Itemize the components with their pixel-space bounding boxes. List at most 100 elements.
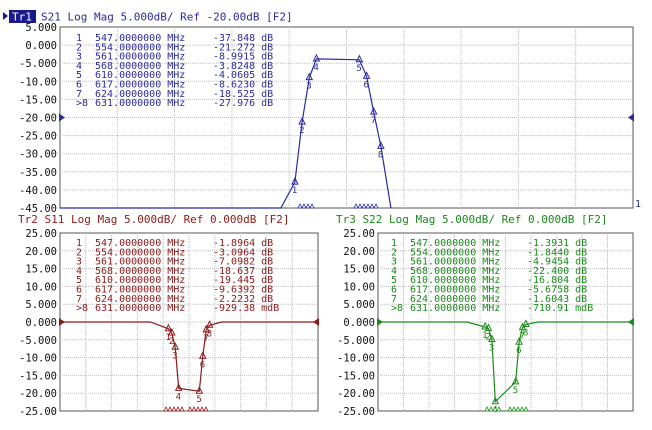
- reference-right-arrow-icon[interactable]: [313, 318, 319, 326]
- marker-flag-label: 3: [489, 344, 494, 354]
- channel-number-label: 1: [635, 199, 641, 210]
- marker-flag-label: 7: [371, 116, 376, 126]
- marker-number[interactable]: 1: [76, 238, 82, 249]
- marker-number[interactable]: 2: [76, 42, 82, 53]
- marker-number[interactable]: 4: [76, 61, 82, 72]
- y-tick-label: -45.00: [19, 203, 57, 215]
- y-tick-label: -20.00: [19, 113, 57, 125]
- reference-left-arrow-icon[interactable]: [377, 318, 383, 326]
- marker-flag-icon[interactable]: [205, 320, 214, 328]
- marker-flag-label: 8: [207, 329, 212, 339]
- marker-number[interactable]: 6: [391, 285, 397, 296]
- marker-number[interactable]: 2: [391, 247, 397, 258]
- stimulus-marker-icon: [167, 406, 173, 412]
- y-tick-label: -35.00: [19, 167, 57, 179]
- marker-number[interactable]: 6: [76, 285, 82, 296]
- marker-number[interactable]: 2: [76, 247, 82, 258]
- y-tick-label: -15.00: [19, 370, 57, 382]
- marker-number[interactable]: 4: [391, 266, 397, 277]
- stimulus-marker-icon: [301, 203, 307, 209]
- marker-flag-icon[interactable]: [481, 321, 489, 330]
- reference-left-arrow-icon[interactable]: [59, 318, 65, 326]
- marker-flag-icon[interactable]: [362, 71, 371, 79]
- trace2-plot[interactable]: 25.00 20.00 15.00 10.00 5.000 0.000 -5.000 -10.…: [19, 228, 319, 418]
- trace2-title[interactable]: Tr2 S11 Log Mag 5.000dB/ Ref 0.000dB [F2…: [18, 213, 290, 226]
- active-trace-arrow-icon: [3, 12, 8, 20]
- marker-flag-icon[interactable]: [511, 376, 520, 385]
- y-tick-label: -30.00: [19, 149, 57, 161]
- marker-frequency: 561.0000000 MHz: [95, 52, 185, 63]
- stimulus-marker-icon: [203, 406, 209, 412]
- marker-flag-icon[interactable]: [198, 351, 207, 359]
- marker-frequency: 631.0000000 MHz: [95, 98, 185, 109]
- marker-number[interactable]: 7: [76, 294, 82, 305]
- marker-frequency: 561.0000000 MHz: [410, 257, 500, 268]
- marker-flag-icon[interactable]: [298, 116, 306, 125]
- marker-flag-icon[interactable]: [171, 342, 180, 350]
- marker-flag-icon[interactable]: [355, 54, 364, 63]
- reference-left-arrow-icon[interactable]: [59, 113, 65, 122]
- marker-flag-label: 7: [520, 332, 525, 342]
- marker-number[interactable]: >8: [391, 303, 403, 314]
- stimulus-marker-icon: [507, 406, 513, 412]
- marker-frequency: 610.0000000 MHz: [95, 275, 185, 286]
- stimulus-marker-icon: [187, 406, 193, 412]
- stimulus-marker-icon: [523, 406, 529, 412]
- marker-number[interactable]: 7: [391, 294, 397, 305]
- marker-flag-icon[interactable]: [522, 319, 530, 328]
- marker-number[interactable]: 5: [76, 275, 82, 286]
- marker-flag-icon[interactable]: [312, 53, 321, 62]
- marker-flag-icon[interactable]: [202, 324, 211, 333]
- marker-number[interactable]: >8: [76, 303, 88, 314]
- marker-flag-icon[interactable]: [305, 72, 314, 81]
- marker-number[interactable]: 7: [76, 89, 82, 100]
- reference-right-arrow-icon[interactable]: [628, 113, 634, 122]
- y-tick-label: -25.00: [19, 406, 57, 418]
- y-tick-label: 5.000: [343, 299, 375, 311]
- marker-number[interactable]: 3: [76, 257, 82, 268]
- marker-frequency: 561.0000000 MHz: [95, 257, 185, 268]
- marker-flag-label: 8: [523, 329, 528, 339]
- marker-flag-icon[interactable]: [377, 141, 385, 149]
- trace1-badge[interactable]: [9, 10, 36, 23]
- y-tick-label: 10.00: [25, 281, 57, 293]
- reference-right-arrow-icon[interactable]: [628, 318, 634, 326]
- marker-flag-icon[interactable]: [195, 386, 204, 394]
- marker-number[interactable]: 3: [76, 52, 82, 63]
- marker-number[interactable]: 1: [76, 33, 82, 44]
- marker-number[interactable]: 6: [76, 80, 82, 91]
- marker-flag-icon[interactable]: [491, 396, 500, 405]
- trace3-title[interactable]: Tr3 S22 Log Mag 5.000dB/ Ref 0.000dB [F2…: [336, 213, 608, 226]
- y-tick-label: -10.00: [19, 76, 57, 88]
- marker-flag-icon[interactable]: [164, 323, 173, 332]
- marker-flag-icon[interactable]: [369, 107, 378, 115]
- marker-flag-icon[interactable]: [488, 334, 496, 343]
- marker-value: -21.272 dB: [213, 42, 273, 53]
- y-tick-label: -40.00: [19, 185, 57, 197]
- marker-value: -1.6043 dB: [527, 294, 587, 305]
- trace1-plot[interactable]: 5.000 0.000 -5.000 -10.00 -15.00 -20.00 -25.00…: [19, 22, 641, 215]
- marker-frequency: 624.0000000 MHz: [95, 294, 185, 305]
- marker-flag-icon[interactable]: [174, 383, 183, 391]
- marker-number[interactable]: 4: [76, 266, 82, 277]
- marker-flag-icon[interactable]: [167, 327, 176, 336]
- y-tick-label: 25.00: [25, 228, 57, 240]
- marker-number[interactable]: 5: [76, 70, 82, 81]
- marker-frequency: 568.0000000 MHz: [95, 266, 185, 277]
- marker-flag-label: 5: [196, 395, 201, 405]
- marker-flag-icon[interactable]: [291, 176, 299, 185]
- y-tick-label: 20.00: [343, 246, 375, 258]
- trace3-plot[interactable]: 25.00 20.00 15.00 10.00 5.000 0.000 -5.000 -10.…: [337, 228, 634, 418]
- marker-number[interactable]: >8: [76, 98, 88, 109]
- trace1-header[interactable]: Tr1 S21 Log Mag 5.000dB/ Ref -20.00dB [F…: [3, 10, 293, 24]
- y-tick-label: -5.000: [337, 335, 375, 347]
- marker-number[interactable]: 1: [391, 238, 397, 249]
- marker-number[interactable]: 5: [391, 275, 397, 286]
- marker-frequency: 547.0000000 MHz: [95, 238, 185, 249]
- marker-value: -7.0982 dB: [213, 257, 273, 268]
- marker-frequency: 631.0000000 MHz: [410, 303, 500, 314]
- marker-number[interactable]: 3: [391, 257, 397, 268]
- marker-flag-icon[interactable]: [515, 337, 523, 345]
- marker-flag-icon[interactable]: [484, 323, 493, 332]
